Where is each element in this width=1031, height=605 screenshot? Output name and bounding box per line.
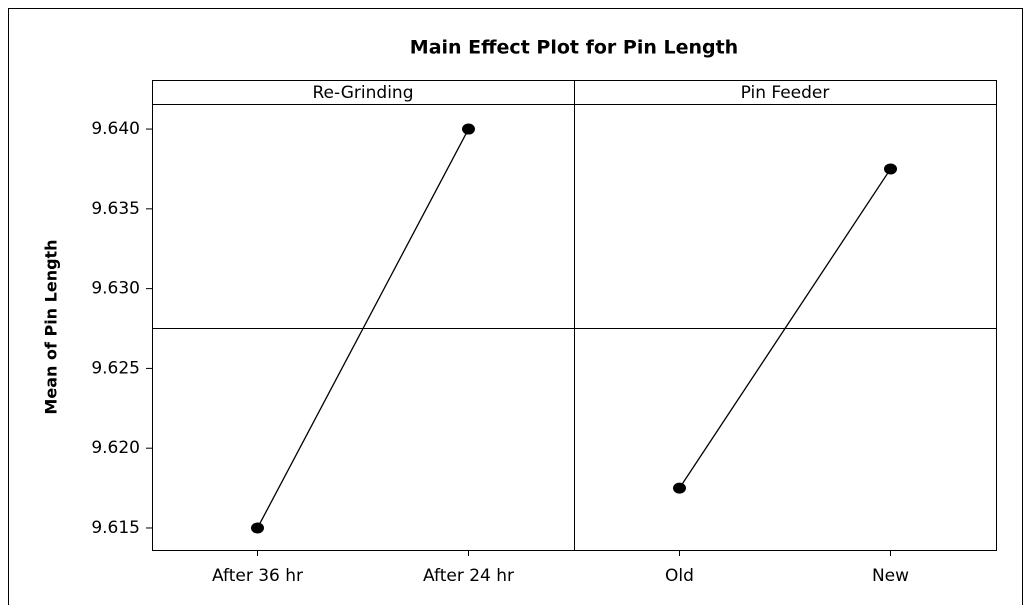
point xyxy=(673,482,686,494)
line xyxy=(678,168,892,489)
point xyxy=(884,163,897,175)
panel-title: Pin Feeder xyxy=(741,83,830,103)
chart-title: Main Effect Plot for Pin Length xyxy=(410,37,738,59)
x-tick-label: Old xyxy=(665,566,694,586)
point xyxy=(462,123,475,135)
x-tick-label: New xyxy=(872,566,909,586)
frame xyxy=(8,8,1023,605)
panel-title: Re-Grinding xyxy=(312,83,413,103)
y-tick-label: 9.635 xyxy=(91,199,140,219)
x-tick-label: After 36 hr xyxy=(212,566,303,586)
y-tick-label: 9.640 xyxy=(91,119,140,139)
y-tick-label: 9.625 xyxy=(91,358,140,378)
point xyxy=(251,522,264,534)
x-tick-label: After 24 hr xyxy=(423,566,514,586)
y-tick-label: 9.615 xyxy=(91,518,140,538)
y-tick-label: 9.620 xyxy=(91,438,140,458)
y-tick-label: 9.630 xyxy=(91,279,140,299)
y-axis-label: Mean of Pin Length xyxy=(42,239,61,414)
line xyxy=(256,128,470,529)
